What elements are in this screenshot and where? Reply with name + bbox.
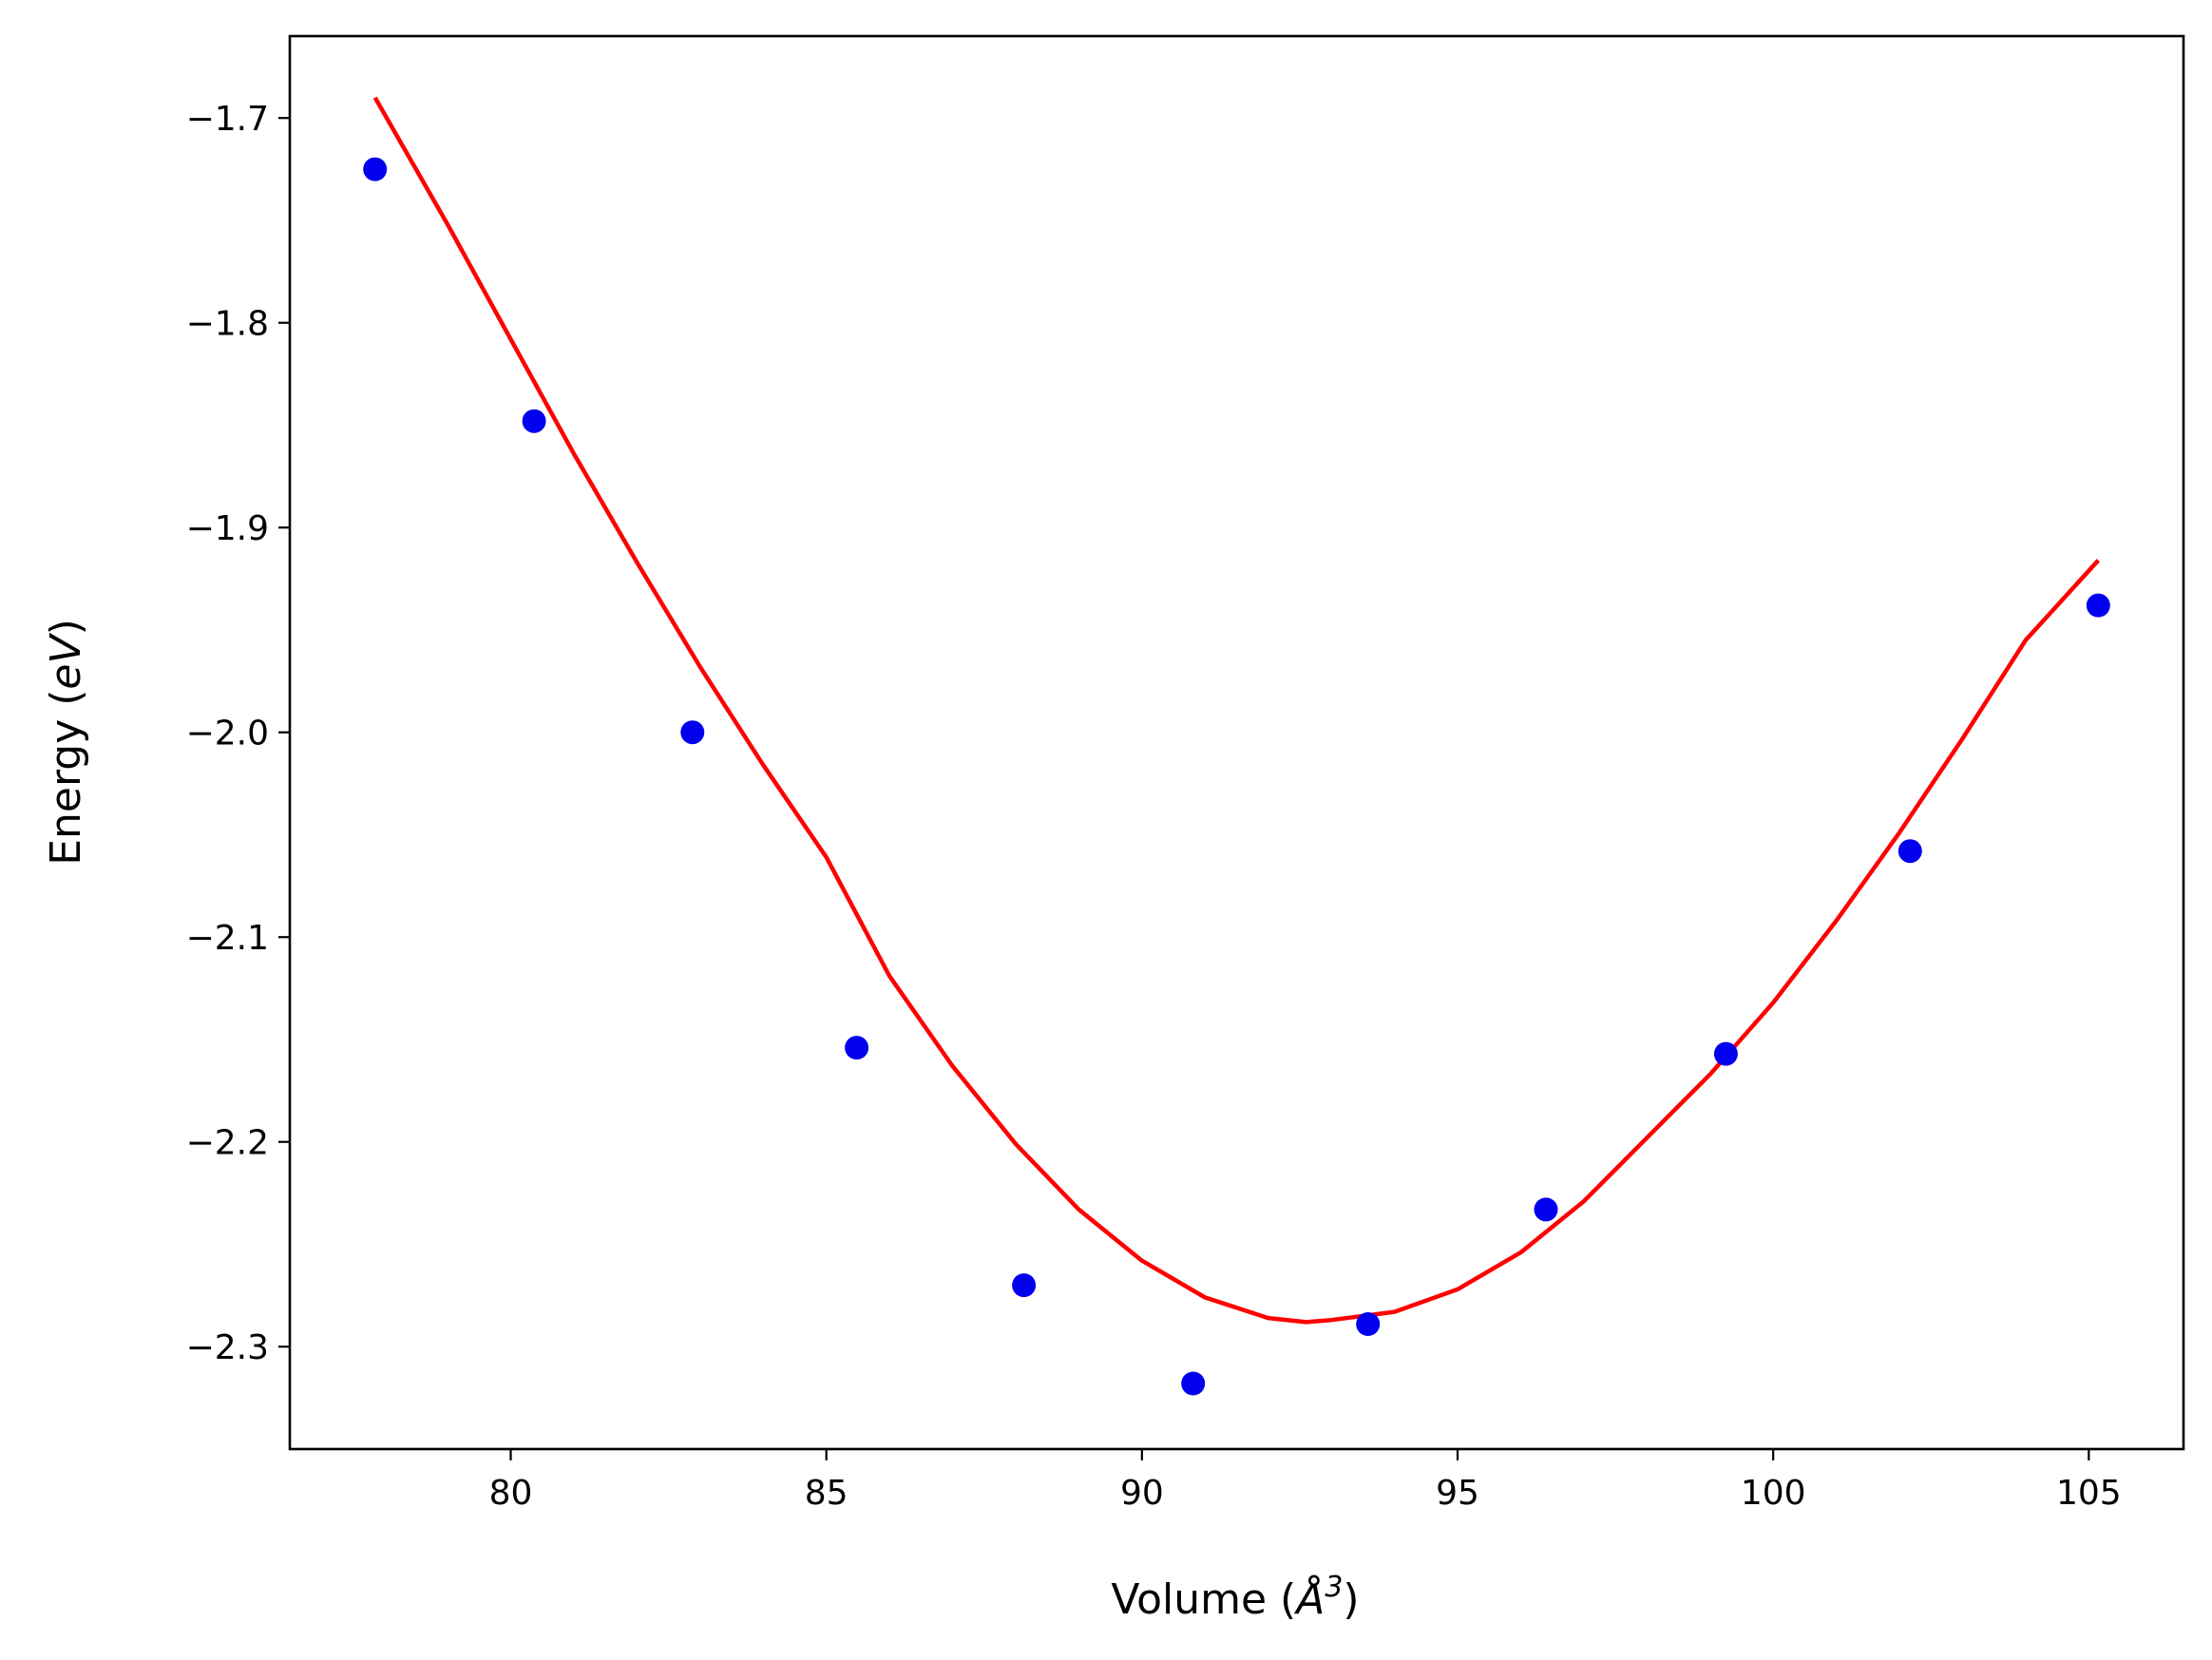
x-tick-label: 105 <box>2056 1474 2122 1513</box>
x-tick-label: 100 <box>1741 1474 1806 1513</box>
x-axis-label: Volume (Å3) <box>1111 1571 1359 1624</box>
x-axis-ticks: 80 85 90 95 100 105 <box>489 1449 2122 1513</box>
y-tick-label: −2.1 <box>186 919 269 958</box>
series-layer <box>363 96 2110 1396</box>
data-point <box>1356 1312 1381 1336</box>
y-tick-label: −2.3 <box>186 1328 269 1367</box>
plot-area <box>290 36 2183 1449</box>
y-tick-label: −2.2 <box>186 1124 269 1163</box>
y-tick-label: −2.0 <box>186 715 269 754</box>
plot-frame <box>288 34 2185 1451</box>
data-point <box>680 720 705 745</box>
x-tick-label: 90 <box>1120 1474 1164 1513</box>
y-axis-label: Energy (eV) <box>42 619 90 866</box>
data-point <box>363 157 388 181</box>
fit-curve-line <box>372 96 2100 1325</box>
y-axis-label-end: ) <box>42 619 90 635</box>
y-tick-label: −1.7 <box>186 100 269 139</box>
y-axis-label-main: Energy ( <box>42 690 90 866</box>
data-point <box>1012 1273 1037 1298</box>
y-axis-label-unit: eV <box>42 633 90 690</box>
x-axis-label-main: Volume ( <box>1111 1575 1296 1624</box>
y-axis-ticks: −1.7 −1.8 −1.9 −2.0 −2.1 −2.2 −2.3 <box>186 100 290 1367</box>
data-point <box>2086 593 2110 618</box>
data-point <box>522 409 546 433</box>
data-point <box>1897 839 1922 864</box>
y-tick-label: −1.8 <box>186 305 269 344</box>
data-point <box>1713 1041 1738 1066</box>
x-axis-label-symbol: Å <box>1293 1574 1325 1624</box>
data-point <box>1534 1197 1558 1222</box>
data-point <box>1181 1371 1206 1396</box>
x-tick-label: 85 <box>805 1474 849 1513</box>
x-axis-label-superscript: 3 <box>1325 1571 1343 1604</box>
y-tick-label: −1.9 <box>186 509 269 548</box>
x-axis-label-end: ) <box>1343 1575 1359 1624</box>
x-tick-label: 80 <box>489 1474 533 1513</box>
data-point <box>845 1036 869 1060</box>
x-tick-label: 95 <box>1436 1474 1479 1513</box>
